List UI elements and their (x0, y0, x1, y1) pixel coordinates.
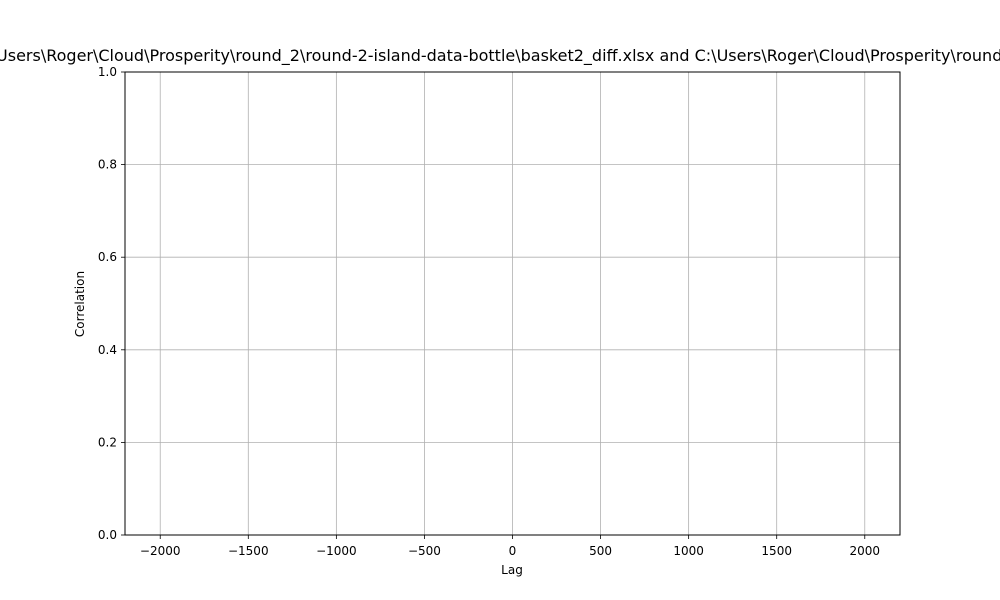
x-axis-ticks: −2000 −1500 −1000 −500 0 500 1000 1500 2000 (140, 535, 880, 558)
y-tick-label: 0.0 (98, 528, 117, 542)
y-axis-ticks: 0.0 0.2 0.4 0.6 0.8 1.0 (98, 65, 125, 542)
y-tick-label: 0.4 (98, 343, 117, 357)
x-tick-label: −1500 (228, 544, 269, 558)
y-tick-label: 0.2 (98, 435, 117, 449)
x-tick-label: 1500 (761, 544, 792, 558)
x-axis-label: Lag (501, 563, 523, 577)
y-tick-label: 0.8 (98, 158, 117, 172)
chart-title-text: C:\Users\Roger\Cloud\Prosperity\round_2\… (0, 46, 1000, 65)
plot-frame (124, 71, 901, 536)
x-tick-label: 2000 (849, 544, 880, 558)
x-tick-label: −500 (408, 544, 441, 558)
y-tick-label: 1.0 (98, 65, 117, 79)
x-tick-label: −1000 (316, 544, 357, 558)
chart-title: C:\Users\Roger\Cloud\Prosperity\round_2\… (0, 46, 1000, 70)
x-tick-label: −2000 (140, 544, 181, 558)
x-tick-label: 1000 (673, 544, 704, 558)
x-tick-label: 500 (589, 544, 612, 558)
grid-lines (125, 71, 900, 536)
y-axis-label: Correlation (73, 271, 87, 337)
y-tick-label: 0.6 (98, 250, 117, 264)
x-tick-label: 0 (509, 544, 517, 558)
